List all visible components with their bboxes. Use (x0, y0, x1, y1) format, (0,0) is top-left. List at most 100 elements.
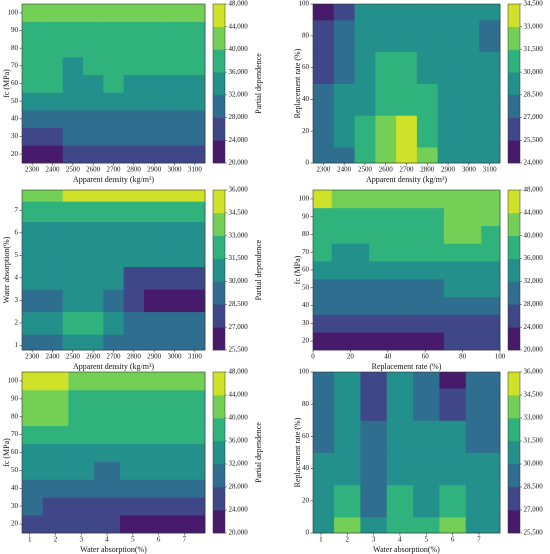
contour-cell (144, 74, 165, 93)
contour-cell (68, 497, 95, 516)
contour-cell (164, 190, 186, 202)
contour-cell (416, 115, 439, 148)
contour-cell (94, 389, 121, 409)
contour-cell (164, 110, 186, 129)
colorbar-tick-label: 40,000 (229, 45, 249, 53)
x-tick-label: 3100 (188, 353, 203, 361)
colorbar-tick-label: 33,000 (524, 22, 544, 30)
colorbar-band (213, 395, 225, 419)
colorbar-frame (212, 189, 226, 351)
contour-cell (83, 334, 104, 351)
contour-cell (123, 221, 145, 245)
colorbar-band (213, 510, 225, 534)
colorbar-band (213, 49, 225, 73)
x-tick-label: 2900 (147, 353, 162, 361)
contour-cell (22, 311, 43, 335)
contour-cell (145, 515, 172, 534)
colorbar-band (508, 418, 520, 442)
contour-cell (439, 452, 467, 486)
contour-cell (22, 221, 43, 245)
contour-cell (406, 296, 445, 315)
contour-cell (313, 372, 335, 389)
contour-cell (119, 443, 147, 462)
contour-cell (443, 278, 482, 298)
contour-cell (22, 289, 43, 313)
colorbar-tick-label: 28,500 (524, 90, 544, 98)
contour-cell (83, 190, 104, 202)
x-tick-label: 2400 (337, 166, 352, 174)
colorbar-band (508, 117, 520, 141)
contour-cell (144, 311, 165, 335)
contour-cell (103, 311, 125, 335)
contour-cell (375, 83, 397, 116)
contour-cell (144, 244, 165, 268)
contour-cell (22, 145, 43, 164)
colorbar-frame (212, 371, 226, 534)
contour-cell (360, 388, 388, 421)
contour-cell (42, 57, 64, 76)
contour-cell (458, 51, 480, 84)
contour-cell (375, 51, 397, 84)
contour-cell (443, 261, 482, 280)
contour-cell (396, 19, 418, 53)
contour-cell (333, 115, 355, 148)
contour-cell (369, 332, 407, 351)
y-axis-label: Replacement rate (%) (293, 417, 302, 487)
contour-cell (62, 201, 84, 222)
x-tick-label: 2900 (147, 166, 162, 174)
contour-cell (360, 516, 388, 534)
contour-cell (184, 57, 206, 76)
contour-cell (416, 19, 439, 53)
x-tick-label: 2 (54, 536, 58, 544)
contour-cell (164, 39, 186, 58)
colorbar-band (508, 304, 520, 328)
y-tick-label: 40 (302, 464, 310, 472)
contour-cell (119, 479, 147, 498)
colorbar-band (508, 235, 520, 259)
contour-cell (331, 332, 370, 351)
x-tick-label: 2600 (379, 166, 394, 174)
x-tick-label: 2800 (420, 166, 435, 174)
colorbar-tick-label: 44,000 (229, 22, 249, 30)
contour-cell (164, 92, 186, 111)
colorbar-band (508, 49, 520, 73)
contour-cell (42, 92, 64, 111)
colorbar-tick-label: 24,000 (524, 323, 544, 331)
contour-cell (184, 190, 206, 202)
y-tick-label: 60 (11, 448, 19, 456)
contour-cell (184, 39, 206, 58)
contour-cell (313, 314, 333, 333)
colorbar-tick-label: 30,000 (524, 460, 544, 468)
colorbar-band (508, 190, 520, 214)
colorbar-band (508, 487, 520, 511)
y-tick-label: 50 (302, 283, 310, 291)
y-tick-label: 0 (306, 529, 310, 537)
contour-cell (479, 115, 501, 148)
x-tick-label: 2300 (316, 166, 331, 174)
y-tick-label: 7 (15, 206, 19, 214)
y-tick-label: 80 (302, 31, 310, 39)
contour-cell (458, 147, 480, 164)
contour-cell (22, 244, 43, 268)
colorbar-frame (507, 3, 521, 164)
x-tick-label: 1 (28, 536, 32, 544)
contour-cell (145, 425, 172, 444)
contour-cell (22, 266, 43, 290)
contour-cell (331, 296, 370, 315)
contour-cell (437, 115, 459, 148)
contour-cell (83, 127, 104, 146)
contour-cell (413, 388, 440, 421)
contour-cell (437, 4, 459, 21)
y-tick-label: 100 (8, 377, 19, 385)
contour-cell (83, 221, 104, 245)
colorbar-tick-label: 25,500 (229, 346, 249, 354)
y-tick-label: 90 (11, 394, 19, 402)
contour-cell (443, 207, 482, 226)
contour-cell (22, 425, 44, 444)
contour-cell (313, 207, 333, 226)
contour-cell (481, 278, 501, 298)
contour-cell (458, 4, 480, 21)
contour-cell (443, 225, 482, 244)
y-tick-label: 20 (302, 337, 310, 345)
contour-cell (62, 57, 84, 76)
